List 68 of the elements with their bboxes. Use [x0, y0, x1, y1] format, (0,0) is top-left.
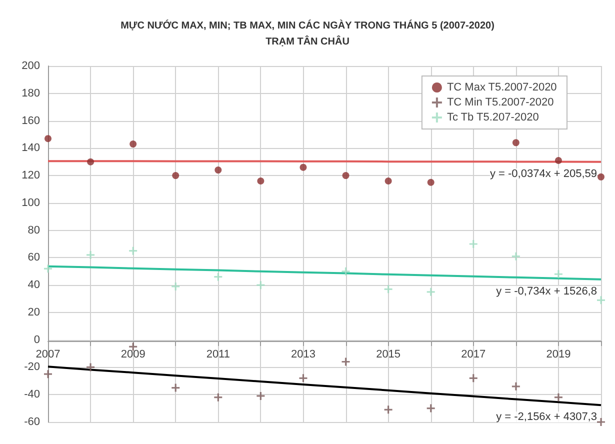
- point: [598, 173, 604, 180]
- point: [554, 156, 562, 164]
- legend-label: TC Min T5.2007-2020: [446, 96, 554, 108]
- point: [299, 374, 308, 382]
- point: [512, 252, 520, 260]
- annotation: y = -2,156x + 4307,3: [496, 411, 597, 424]
- point: [172, 384, 180, 392]
- point: [87, 158, 94, 166]
- point: [469, 240, 478, 248]
- point: [469, 374, 478, 382]
- point: [512, 382, 520, 390]
- point: [44, 370, 52, 378]
- y-tick-label: 80: [28, 224, 40, 236]
- point: [130, 140, 137, 148]
- point: [172, 172, 180, 180]
- y-tick-label: -40: [24, 388, 40, 401]
- point: [214, 393, 222, 402]
- point: [554, 270, 562, 278]
- chart-subtitle: TRẠM TÂN CHÂU: [266, 36, 350, 48]
- y-tick-label: 140: [22, 142, 40, 154]
- y-tick-label: 100: [22, 196, 40, 209]
- point: [214, 166, 222, 174]
- point: [300, 164, 307, 171]
- y-tick-label: 20: [28, 306, 40, 318]
- point: [384, 178, 392, 185]
- point: [427, 178, 434, 186]
- x-tick-label: 2009: [120, 348, 146, 360]
- x-tick-label: 2017: [461, 348, 486, 360]
- y-tick-label: 200: [22, 60, 40, 72]
- point: [256, 392, 265, 400]
- point: [384, 406, 392, 414]
- point: [342, 172, 350, 180]
- y-tick-label: 0: [34, 334, 40, 346]
- x-tick-label: 2019: [546, 348, 571, 360]
- point: [257, 178, 264, 185]
- point: [86, 363, 95, 372]
- point: [597, 296, 605, 304]
- point: [426, 288, 435, 296]
- point: [214, 272, 222, 281]
- point: [256, 281, 265, 290]
- y-tick-label: 180: [22, 87, 40, 100]
- x-tick-label: 2007: [36, 348, 60, 360]
- point: [129, 246, 138, 255]
- x-tick-label: 2011: [206, 348, 230, 360]
- x-tick-label: 2015: [376, 348, 401, 360]
- y-tick-label: 60: [28, 252, 40, 264]
- point: [597, 418, 605, 426]
- point: [342, 267, 350, 276]
- chart-title: MỰC NƯỚC MAX, MIN; TB MAX, MIN CÁC NGÀY TRONG THÁNG 5 (2007-2020): [120, 20, 494, 32]
- point: [44, 264, 52, 273]
- point: [172, 282, 180, 290]
- annotation: y = -0,0374x + 205,59: [490, 168, 597, 180]
- point: [384, 285, 392, 294]
- y-tick-label: 160: [22, 114, 40, 127]
- point: [342, 358, 350, 366]
- point: [554, 393, 562, 402]
- legend-label: TC Max T5.2007-2020: [446, 82, 557, 94]
- point: [86, 250, 95, 259]
- point: [44, 135, 52, 142]
- y-tick-label: 120: [22, 170, 40, 182]
- point: [512, 139, 520, 146]
- point: [426, 404, 435, 412]
- annotation: y = -0,734x + 1526,8: [496, 285, 597, 298]
- y-tick-label: -60: [24, 416, 40, 428]
- y-tick-label: 40: [28, 279, 40, 292]
- legend-label: Tc Tb T5.207-2020: [446, 112, 539, 124]
- y-tick-label: -20: [24, 361, 40, 374]
- x-tick-label: 2013: [290, 348, 316, 360]
